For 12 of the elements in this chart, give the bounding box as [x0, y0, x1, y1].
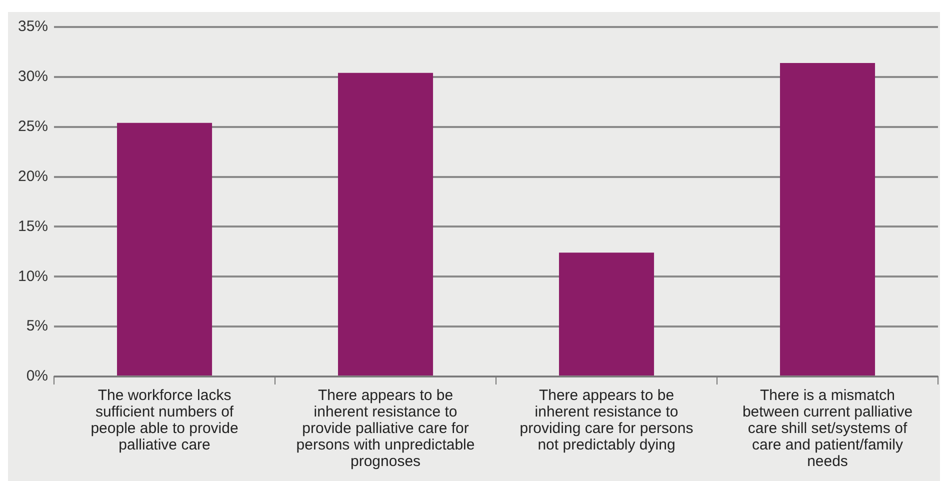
- x-tick-label: There appears to be inherent resistance to providing care for persons not predictably dying: [520, 386, 694, 454]
- y-tick-label: 0%: [26, 368, 48, 385]
- x-tick-label: The workforce lacks sufficient numbers of people able to provide palliative care: [90, 386, 238, 454]
- y-tick-label: 5%: [26, 318, 48, 335]
- y-tick-label: 30%: [18, 68, 48, 86]
- y-tick-label: 15%: [18, 218, 48, 235]
- y-tick-label: 20%: [18, 168, 48, 185]
- x-tick-label: There appears to be inherent resistance to provide palliative care for persons with unpredictable prognoses: [296, 386, 475, 470]
- y-tick-label: 25%: [18, 118, 48, 135]
- y-tick-label: 35%: [18, 18, 48, 36]
- y-tick-label: 10%: [18, 268, 48, 285]
- x-tick-label: There is a mismatch between current palliative care shill set/systems of care and patient/family needs: [742, 386, 913, 470]
